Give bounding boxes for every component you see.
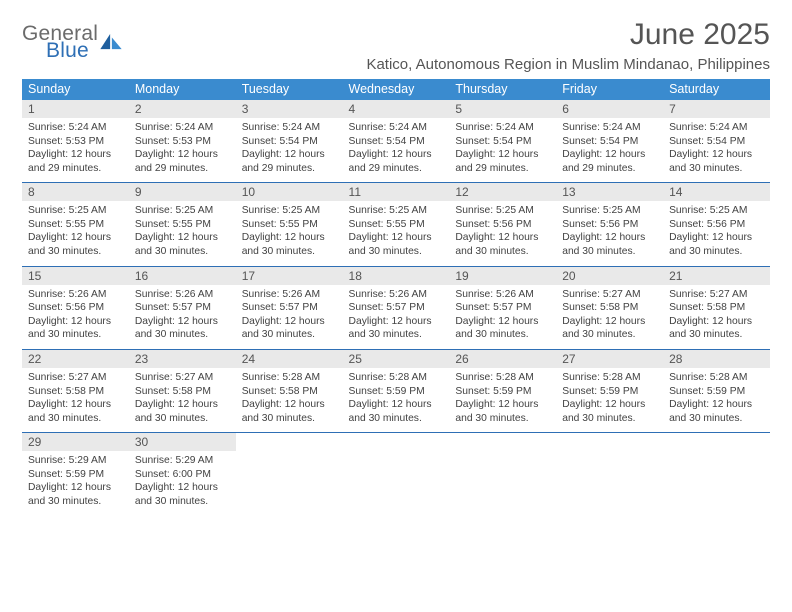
day-body-cell: Sunrise: 5:25 AMSunset: 5:56 PMDaylight:… [556,201,663,266]
day-number-cell: 6 [556,100,663,118]
day-body-row: Sunrise: 5:26 AMSunset: 5:56 PMDaylight:… [22,285,770,350]
day-body-cell: Sunrise: 5:29 AMSunset: 5:59 PMDaylight:… [22,451,129,515]
day-body-cell: Sunrise: 5:26 AMSunset: 5:57 PMDaylight:… [236,285,343,350]
day-body-cell: Sunrise: 5:28 AMSunset: 5:59 PMDaylight:… [663,368,770,433]
day-number-cell: 16 [129,266,236,285]
day-number-cell: 17 [236,266,343,285]
day-number-cell: 12 [449,183,556,202]
day-number-row: 1234567 [22,100,770,118]
location-subtitle: Katico, Autonomous Region in Muslim Mind… [366,56,770,73]
logo-sail-icon [100,34,122,50]
day-body-cell: Sunrise: 5:25 AMSunset: 5:55 PMDaylight:… [236,201,343,266]
day-number-cell [663,433,770,452]
day-number-cell [236,433,343,452]
col-monday: Monday [129,79,236,100]
logo-text: General Blue [22,24,98,61]
day-number-cell [449,433,556,452]
day-body-cell: Sunrise: 5:28 AMSunset: 5:59 PMDaylight:… [343,368,450,433]
col-saturday: Saturday [663,79,770,100]
day-body-cell: Sunrise: 5:24 AMSunset: 5:53 PMDaylight:… [22,118,129,183]
day-number-cell: 13 [556,183,663,202]
day-body-cell: Sunrise: 5:27 AMSunset: 5:58 PMDaylight:… [556,285,663,350]
day-number-cell: 11 [343,183,450,202]
day-number-cell: 30 [129,433,236,452]
day-number-cell: 4 [343,100,450,118]
col-friday: Friday [556,79,663,100]
day-number-cell: 1 [22,100,129,118]
day-body-cell: Sunrise: 5:24 AMSunset: 5:54 PMDaylight:… [449,118,556,183]
calendar-table: Sunday Monday Tuesday Wednesday Thursday… [22,79,770,516]
day-number-row: 891011121314 [22,183,770,202]
day-number-cell [556,433,663,452]
day-body-cell: Sunrise: 5:24 AMSunset: 5:54 PMDaylight:… [343,118,450,183]
day-number-row: 22232425262728 [22,349,770,368]
day-body-cell: Sunrise: 5:29 AMSunset: 6:00 PMDaylight:… [129,451,236,515]
day-body-row: Sunrise: 5:24 AMSunset: 5:53 PMDaylight:… [22,118,770,183]
day-body-cell: Sunrise: 5:26 AMSunset: 5:57 PMDaylight:… [449,285,556,350]
title-block: June 2025 Katico, Autonomous Region in M… [366,18,770,73]
day-number-cell: 20 [556,266,663,285]
day-body-cell: Sunrise: 5:28 AMSunset: 5:58 PMDaylight:… [236,368,343,433]
day-number-cell: 2 [129,100,236,118]
day-body-cell: Sunrise: 5:25 AMSunset: 5:56 PMDaylight:… [449,201,556,266]
day-body-cell [663,451,770,515]
day-body-row: Sunrise: 5:25 AMSunset: 5:55 PMDaylight:… [22,201,770,266]
day-body-cell: Sunrise: 5:26 AMSunset: 5:57 PMDaylight:… [343,285,450,350]
day-body-cell: Sunrise: 5:27 AMSunset: 5:58 PMDaylight:… [663,285,770,350]
day-body-cell: Sunrise: 5:25 AMSunset: 5:55 PMDaylight:… [129,201,236,266]
col-sunday: Sunday [22,79,129,100]
weekday-header-row: Sunday Monday Tuesday Wednesday Thursday… [22,79,770,100]
calendar-page: General Blue June 2025 Katico, Autonomou… [0,0,792,528]
day-body-cell: Sunrise: 5:27 AMSunset: 5:58 PMDaylight:… [22,368,129,433]
day-body-cell [556,451,663,515]
day-number-cell: 19 [449,266,556,285]
day-body-cell: Sunrise: 5:25 AMSunset: 5:55 PMDaylight:… [22,201,129,266]
logo: General Blue [22,24,122,61]
day-number-cell: 27 [556,349,663,368]
day-body-cell: Sunrise: 5:25 AMSunset: 5:55 PMDaylight:… [343,201,450,266]
day-number-cell: 23 [129,349,236,368]
day-number-cell: 21 [663,266,770,285]
month-title: June 2025 [366,18,770,52]
logo-blue-text: Blue [46,41,98,61]
day-body-cell [343,451,450,515]
day-number-row: 2930 [22,433,770,452]
day-number-row: 15161718192021 [22,266,770,285]
col-wednesday: Wednesday [343,79,450,100]
day-number-cell [343,433,450,452]
day-number-cell: 8 [22,183,129,202]
day-body-cell [236,451,343,515]
day-number-cell: 25 [343,349,450,368]
day-number-cell: 7 [663,100,770,118]
day-number-cell: 29 [22,433,129,452]
day-body-cell: Sunrise: 5:24 AMSunset: 5:54 PMDaylight:… [556,118,663,183]
day-body-cell [449,451,556,515]
day-number-cell: 15 [22,266,129,285]
day-number-cell: 22 [22,349,129,368]
day-number-cell: 24 [236,349,343,368]
day-number-cell: 3 [236,100,343,118]
day-body-cell: Sunrise: 5:26 AMSunset: 5:57 PMDaylight:… [129,285,236,350]
day-number-cell: 14 [663,183,770,202]
day-body-cell: Sunrise: 5:25 AMSunset: 5:56 PMDaylight:… [663,201,770,266]
day-body-row: Sunrise: 5:29 AMSunset: 5:59 PMDaylight:… [22,451,770,515]
day-number-cell: 26 [449,349,556,368]
day-number-cell: 18 [343,266,450,285]
day-body-cell: Sunrise: 5:28 AMSunset: 5:59 PMDaylight:… [556,368,663,433]
day-body-cell: Sunrise: 5:26 AMSunset: 5:56 PMDaylight:… [22,285,129,350]
col-tuesday: Tuesday [236,79,343,100]
col-thursday: Thursday [449,79,556,100]
day-number-cell: 10 [236,183,343,202]
day-body-cell: Sunrise: 5:28 AMSunset: 5:59 PMDaylight:… [449,368,556,433]
calendar-body: 1234567Sunrise: 5:24 AMSunset: 5:53 PMDa… [22,100,770,516]
day-body-cell: Sunrise: 5:24 AMSunset: 5:54 PMDaylight:… [236,118,343,183]
day-body-cell: Sunrise: 5:27 AMSunset: 5:58 PMDaylight:… [129,368,236,433]
header: General Blue June 2025 Katico, Autonomou… [22,18,770,73]
day-body-row: Sunrise: 5:27 AMSunset: 5:58 PMDaylight:… [22,368,770,433]
day-body-cell: Sunrise: 5:24 AMSunset: 5:53 PMDaylight:… [129,118,236,183]
day-number-cell: 9 [129,183,236,202]
day-number-cell: 5 [449,100,556,118]
day-number-cell: 28 [663,349,770,368]
day-body-cell: Sunrise: 5:24 AMSunset: 5:54 PMDaylight:… [663,118,770,183]
